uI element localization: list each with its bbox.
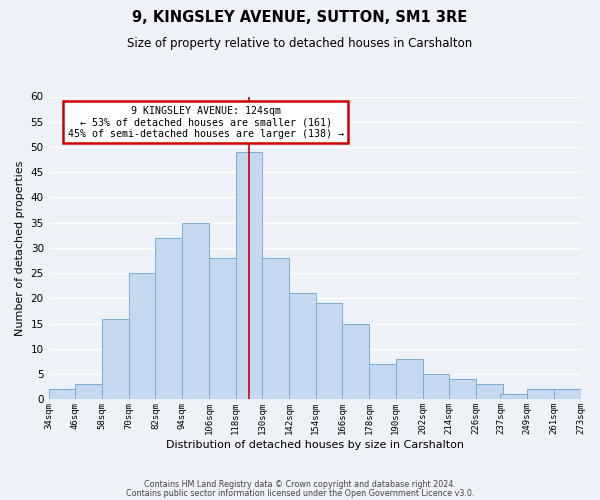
Bar	[155, 238, 182, 400]
Bar	[500, 394, 527, 400]
Bar	[49, 390, 76, 400]
Bar	[422, 374, 449, 400]
Bar	[396, 359, 422, 400]
Bar	[527, 390, 554, 400]
X-axis label: Distribution of detached houses by size in Carshalton: Distribution of detached houses by size …	[166, 440, 464, 450]
Bar	[129, 273, 155, 400]
Bar	[76, 384, 102, 400]
Text: Size of property relative to detached houses in Carshalton: Size of property relative to detached ho…	[127, 38, 473, 51]
Bar	[449, 379, 476, 400]
Bar	[369, 364, 396, 400]
Bar	[209, 258, 236, 400]
Y-axis label: Number of detached properties: Number of detached properties	[15, 160, 25, 336]
Bar	[554, 390, 581, 400]
Text: Contains HM Land Registry data © Crown copyright and database right 2024.: Contains HM Land Registry data © Crown c…	[144, 480, 456, 489]
Bar	[236, 152, 262, 400]
Bar	[316, 304, 343, 400]
Bar	[262, 258, 289, 400]
Bar	[476, 384, 503, 400]
Bar	[289, 294, 316, 400]
Text: Contains public sector information licensed under the Open Government Licence v3: Contains public sector information licen…	[126, 488, 474, 498]
Text: 9 KINGSLEY AVENUE: 124sqm
← 53% of detached houses are smaller (161)
45% of semi: 9 KINGSLEY AVENUE: 124sqm ← 53% of detac…	[68, 106, 344, 139]
Bar	[102, 318, 129, 400]
Text: 9, KINGSLEY AVENUE, SUTTON, SM1 3RE: 9, KINGSLEY AVENUE, SUTTON, SM1 3RE	[133, 10, 467, 25]
Bar	[182, 222, 209, 400]
Bar	[343, 324, 369, 400]
